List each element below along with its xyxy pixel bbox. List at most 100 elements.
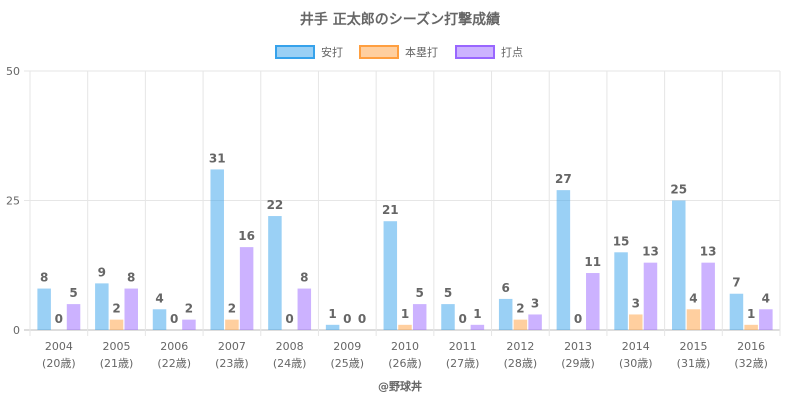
bar <box>498 298 513 330</box>
data-label: 11 <box>584 255 601 269</box>
data-label: 6 <box>502 281 510 295</box>
data-label: 2 <box>112 302 120 316</box>
bar <box>268 216 282 330</box>
x-tick-label-year: 2016 <box>737 340 765 353</box>
data-label: 3 <box>632 296 640 310</box>
x-tick-label-age: (30歳) <box>619 357 653 370</box>
x-tick-label-age: (31歳) <box>677 357 711 370</box>
data-label: 3 <box>531 296 539 310</box>
bar <box>614 252 628 330</box>
y-tick-label: 0 <box>13 324 20 337</box>
data-label: 2 <box>228 302 236 316</box>
data-label: 0 <box>343 312 351 326</box>
data-label: 0 <box>55 312 63 326</box>
x-tick-label-year: 2006 <box>160 340 188 353</box>
x-tick-label-age: (28歳) <box>504 357 538 370</box>
legend-label: 安打 <box>321 45 343 59</box>
x-tick-label-age: (24歳) <box>273 357 307 370</box>
bar <box>672 200 686 330</box>
legend-item-1[interactable]: 安打 <box>275 45 343 59</box>
data-label: 2 <box>516 302 524 316</box>
data-label: 1 <box>747 307 755 321</box>
footer-credit: @野球丼 <box>378 379 422 393</box>
bar <box>225 319 239 330</box>
bar <box>37 288 51 330</box>
chart-title: 井手 正太郎のシーズン打撃成績 <box>300 11 500 28</box>
data-label: 8 <box>300 271 308 285</box>
bar <box>556 190 571 330</box>
data-label: 27 <box>555 172 572 186</box>
bar <box>297 288 312 330</box>
bar <box>629 314 643 330</box>
bar <box>686 309 701 330</box>
bar <box>124 288 138 330</box>
data-label: 4 <box>689 291 697 305</box>
x-tick-label-age: (23歳) <box>215 357 249 370</box>
bar <box>95 283 109 330</box>
data-label: 5 <box>444 286 452 300</box>
legend-swatch <box>359 45 399 59</box>
bar <box>109 319 124 330</box>
x-tick-label-age: (29歳) <box>561 357 595 370</box>
legend-swatch <box>455 45 495 59</box>
data-label: 4 <box>155 291 163 305</box>
data-label: 15 <box>613 234 630 248</box>
x-tick-label-year: 2010 <box>391 340 419 353</box>
data-label: 13 <box>642 245 659 259</box>
data-label: 31 <box>209 151 226 165</box>
data-label: 7 <box>732 276 740 290</box>
data-label: 1 <box>473 307 481 321</box>
x-tick-label-age: (20歳) <box>42 357 76 370</box>
data-label: 21 <box>382 203 399 217</box>
bar <box>325 324 340 330</box>
bar <box>182 319 196 330</box>
x-tick-label-age: (21歳) <box>100 357 134 370</box>
data-label: 5 <box>69 286 77 300</box>
legend: 安打 本塁打 打点 <box>275 45 523 59</box>
x-tick-label-year: 2007 <box>218 340 246 353</box>
data-label: 8 <box>127 271 135 285</box>
bar <box>759 309 773 330</box>
data-label: 0 <box>358 312 366 326</box>
data-label: 13 <box>700 245 717 259</box>
bar <box>586 273 600 330</box>
bar <box>152 309 167 330</box>
data-label: 5 <box>416 286 424 300</box>
data-label: 8 <box>40 271 48 285</box>
x-tick-label-age: (26歳) <box>388 357 422 370</box>
bar <box>412 304 427 330</box>
y-tick-label: 50 <box>6 65 20 78</box>
data-label: 2 <box>185 302 193 316</box>
y-tick-label: 25 <box>6 195 20 208</box>
bar <box>643 262 658 330</box>
bar <box>701 262 715 330</box>
bar <box>729 293 744 330</box>
bar <box>744 324 758 330</box>
x-tick-label-year: 2015 <box>679 340 707 353</box>
legend-item-3[interactable]: 打点 <box>455 45 523 59</box>
data-label: 0 <box>285 312 293 326</box>
data-label: 0 <box>459 312 467 326</box>
data-label: 1 <box>401 307 409 321</box>
x-tick-label-age: (32歳) <box>734 357 768 370</box>
bar <box>528 314 542 330</box>
legend-swatch <box>275 45 315 59</box>
x-tick-label-year: 2012 <box>506 340 534 353</box>
x-tick-label-age: (22歳) <box>157 357 191 370</box>
x-tick-label-age: (27歳) <box>446 357 480 370</box>
data-label: 16 <box>238 229 255 243</box>
x-tick-label-year: 2011 <box>449 340 477 353</box>
bar <box>383 221 398 330</box>
x-tick-label-year: 2004 <box>45 340 73 353</box>
x-tick-label-year: 2008 <box>276 340 304 353</box>
x-tick-label-year: 2014 <box>622 340 650 353</box>
bar <box>441 304 455 330</box>
data-label: 9 <box>98 265 106 279</box>
data-label: 0 <box>574 312 582 326</box>
bar <box>513 319 528 330</box>
legend-item-2[interactable]: 本塁打 <box>359 45 438 59</box>
data-label: 4 <box>762 291 770 305</box>
